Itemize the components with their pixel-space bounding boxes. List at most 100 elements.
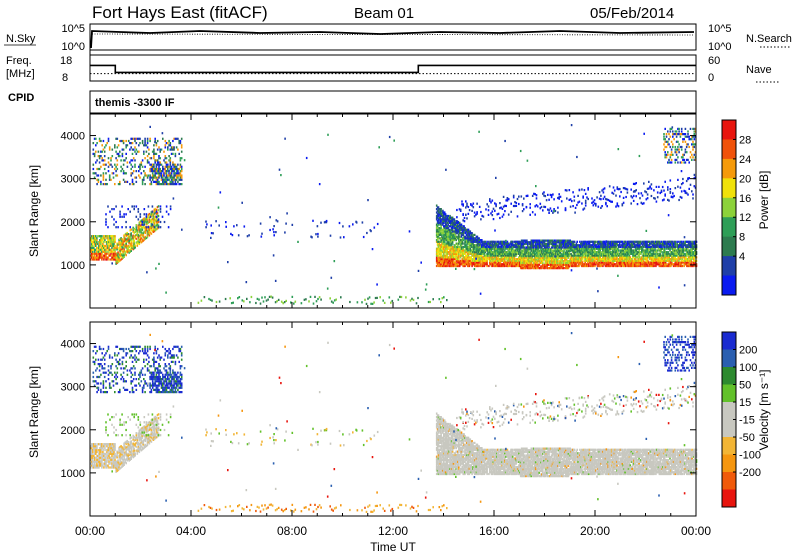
power-cell	[525, 251, 527, 254]
power-cell	[483, 263, 486, 266]
power-cell	[622, 244, 624, 247]
power-cell	[148, 148, 150, 151]
power-cell	[435, 225, 438, 228]
power-cell	[446, 230, 449, 233]
power-cell	[480, 259, 482, 262]
power-cell	[573, 247, 576, 250]
power-cell	[633, 251, 636, 254]
power-cell	[648, 254, 651, 257]
power-cell	[452, 249, 455, 252]
power-cell	[534, 239, 536, 242]
power-cell	[442, 263, 444, 266]
power-cell	[649, 252, 652, 255]
power-cell	[138, 229, 141, 232]
power-cell	[158, 172, 160, 175]
power-cell	[440, 261, 442, 264]
power-cell	[436, 244, 439, 247]
power-cell	[580, 259, 582, 262]
power-cell	[470, 242, 472, 245]
power-cell	[500, 247, 502, 250]
power-cell	[648, 252, 651, 255]
power-cell	[612, 264, 615, 268]
power-cell	[248, 234, 250, 237]
power-cell	[131, 142, 134, 145]
power-cell	[611, 261, 614, 264]
power-cell	[574, 256, 577, 259]
power-cell	[508, 256, 510, 259]
nave-tick-top: 60	[708, 55, 720, 67]
power-cell	[144, 174, 146, 177]
power-cell	[102, 139, 105, 143]
power-cell	[578, 254, 580, 257]
power-cell	[582, 244, 585, 247]
power-cell	[584, 242, 586, 245]
power-cell	[584, 258, 586, 261]
power-cell	[495, 242, 497, 245]
power-cell	[632, 264, 634, 268]
power-cell	[583, 264, 586, 268]
power-cell	[135, 205, 138, 208]
power-cell	[511, 264, 513, 268]
power-cell	[452, 233, 455, 236]
power-cell	[584, 247, 586, 250]
power-cell	[565, 242, 568, 246]
power-cell	[495, 254, 497, 257]
power-cell	[148, 226, 151, 229]
power-cell	[125, 152, 127, 155]
power-cell	[578, 264, 580, 268]
power-cell	[533, 248, 535, 251]
power-cell	[435, 223, 438, 226]
power-cell	[579, 245, 581, 249]
power-cell	[637, 263, 639, 266]
power-cell	[495, 252, 497, 255]
power-cell	[91, 242, 93, 246]
power-cell	[657, 240, 660, 243]
power-cell	[557, 263, 560, 266]
power-cell	[325, 219, 328, 223]
power-cell	[505, 256, 508, 259]
power-cell	[441, 247, 443, 250]
power-cell	[550, 260, 553, 263]
power-cell	[638, 261, 640, 264]
power-cell	[443, 247, 445, 250]
power-cell	[571, 259, 573, 262]
power-cell	[545, 265, 548, 268]
power-cell	[501, 258, 503, 261]
power-cell	[481, 251, 484, 254]
power-cell	[156, 167, 159, 171]
power-cell	[102, 174, 105, 177]
power-cell	[549, 239, 551, 242]
power-cell	[572, 240, 574, 243]
power-cell	[649, 263, 652, 266]
power-cell	[633, 251, 635, 254]
power-cell	[607, 251, 609, 254]
power-cell	[486, 249, 488, 252]
power-cell	[139, 230, 142, 233]
power-cell	[447, 259, 449, 262]
power-cell	[527, 244, 529, 247]
power-cell	[156, 159, 159, 162]
power-cell	[640, 259, 642, 262]
power-cell	[544, 249, 547, 252]
power-cell	[180, 170, 183, 173]
power-cell	[122, 241, 124, 244]
power-cell	[490, 240, 493, 243]
power-cell	[489, 247, 492, 250]
power-cell	[540, 248, 542, 251]
power-cell	[649, 261, 652, 264]
power-cell	[151, 176, 154, 179]
power-cell	[134, 146, 136, 149]
power-cell	[534, 265, 537, 268]
power-cell	[572, 249, 575, 252]
power-cell	[466, 263, 468, 266]
power-cell	[113, 241, 115, 244]
power-cell	[456, 263, 458, 266]
power-cell	[130, 159, 132, 162]
power-cell	[587, 247, 590, 250]
power-cell	[506, 240, 509, 243]
power-cell	[627, 261, 630, 264]
power-cell	[455, 259, 457, 262]
power-cell	[97, 178, 100, 181]
power-cell	[438, 249, 441, 252]
power-cell	[534, 255, 536, 258]
